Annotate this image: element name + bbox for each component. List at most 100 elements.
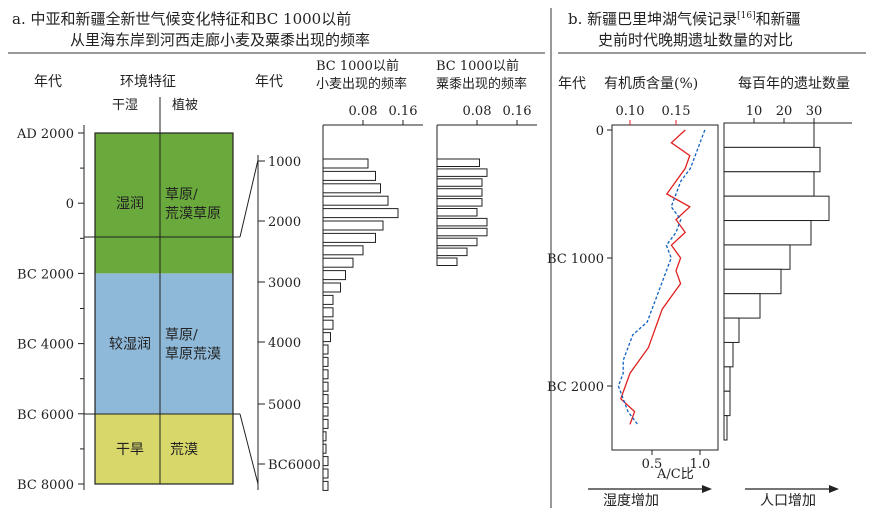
age-axis-left-label: BC 4000 [17, 338, 74, 353]
wheat-bar [322, 332, 331, 343]
env-moisture-label: 干旱 [116, 442, 144, 458]
humidity-arrow-label: 湿度增加 [603, 493, 659, 509]
sites-bar [723, 366, 731, 392]
sites-bar [723, 415, 728, 441]
sites-bar [723, 244, 791, 270]
sites-bar [723, 122, 815, 148]
millet-xtick-label: 0.16 [503, 104, 532, 119]
sites-per-century-chart: 10 20 30 [723, 104, 852, 441]
sites-bar [723, 268, 782, 295]
age-axis-2-label: 2000 [268, 215, 301, 230]
sites-xtick-label: 10 [746, 104, 763, 119]
population-arrow-label: 人口增加 [760, 493, 816, 509]
ac-xtick-label: 1.0 [690, 457, 711, 472]
age-axis-2-label: 3000 [268, 276, 301, 291]
wheat-bar [322, 270, 346, 281]
millet-frequency-chart: 0.08 0.16 [436, 104, 537, 266]
millet-bar [436, 247, 468, 257]
env-moisture-label: 较湿润 [109, 337, 151, 353]
millet-bar [436, 257, 458, 266]
barkol-frame [611, 124, 719, 451]
wheat-bar [322, 232, 376, 243]
wheat-bar [322, 356, 329, 367]
wheat-bar [322, 418, 329, 429]
age-axis-2-label: 4000 [268, 336, 301, 351]
wheat-bar [322, 158, 369, 169]
age-axis-2-label: BC6000 [268, 458, 321, 473]
wheat-bar [322, 394, 329, 405]
millet-xtick-label: 0.08 [463, 104, 492, 119]
wheat-bar [322, 319, 334, 330]
env-frame [94, 132, 234, 485]
wheat-bar [322, 282, 341, 293]
wheat-frequency-chart: 0.08 0.16 [322, 104, 423, 491]
millet-header-line1: BC 1000以前 [436, 58, 519, 74]
barkol-age-label: BC 2000 [547, 380, 604, 395]
millet-header-line2: 粟黍出现的频率 [436, 76, 527, 92]
millet-bar [436, 227, 488, 237]
wheat-bar [322, 480, 329, 491]
millet-bar [436, 237, 478, 247]
vegetation-subheader: 植被 [172, 98, 198, 113]
millet-bar [436, 198, 483, 207]
sites-bar [723, 390, 731, 417]
age-axis-left-label: BC 6000 [17, 408, 74, 423]
wheat-bar [322, 208, 399, 219]
wheat-bar [322, 307, 334, 318]
sites-bar [723, 171, 815, 197]
age-axis-left-label: 0 [66, 197, 74, 212]
millet-bar [436, 188, 483, 197]
millet-bar [436, 208, 478, 217]
barkol-toc-ac-chart: 0.10 0.15 0.5 1.0 0 BC 1000 BC 2000 [547, 104, 719, 472]
age-column-header: 年代 [34, 74, 62, 90]
wheat-bar [322, 170, 376, 181]
sites-bar [723, 195, 830, 222]
wheat-xtick-label: 0.16 [389, 104, 418, 119]
barkol-age-header: 年代 [558, 76, 586, 92]
sites-header: 每百年的遗址数量 [738, 76, 850, 92]
environment-column-header: 环境特征 [120, 74, 176, 90]
env-connector-diagonal-top [239, 159, 259, 238]
sites-bar [723, 317, 740, 343]
env-moisture-label: 湿润 [116, 196, 144, 212]
population-arrowhead [829, 485, 839, 493]
wheat-bar [322, 245, 364, 256]
age-axis-left-label: BC 2000 [17, 267, 74, 282]
humidity-arrowhead [702, 485, 712, 493]
age-axis-2-label: 1000 [268, 155, 301, 170]
age-axis-left-label: AD 2000 [16, 127, 74, 142]
wheat-bar [322, 406, 329, 417]
wheat-bar [322, 257, 354, 268]
age-axis-left-label: BC 8000 [17, 478, 74, 493]
wheat-bar [322, 468, 329, 479]
barkol-age-label: BC 1000 [547, 252, 604, 267]
wheat-header-line2: 小麦出现的频率 [316, 76, 407, 92]
age-axis-2-label: 5000 [268, 398, 301, 413]
sites-bar [723, 220, 812, 246]
barkol-age-label: 0 [596, 124, 604, 139]
wheat-bar [322, 456, 329, 467]
sites-xtick-label: 30 [806, 104, 823, 119]
env-zone-2 [95, 413, 233, 484]
env-zone-0 [95, 133, 233, 274]
ac-ratio-label: A/C比 [656, 467, 694, 482]
wheat-xtick-label: 0.08 [349, 104, 378, 119]
toc-series-line [620, 129, 691, 425]
env-zone-1 [95, 273, 233, 414]
panel-b-title-line1: b. 新疆巴里坤湖气候记录[16]和新疆 [568, 10, 801, 28]
millet-bar [436, 178, 483, 187]
millet-bar [436, 158, 480, 167]
wheat-bar [322, 369, 329, 380]
ac-xtick-label: 0.5 [642, 457, 663, 472]
wheat-bar [322, 195, 389, 206]
env-vegetation-label: 荒漠草原 [165, 206, 221, 222]
panel-b-title-line2: 史前时代晚期遗址数量的对比 [598, 31, 793, 49]
wheat-bar [322, 183, 381, 194]
wheat-bar [322, 381, 329, 392]
sites-xtick-label: 20 [776, 104, 793, 119]
env-vegetation-label: 荒漠 [170, 442, 198, 458]
age2-column-header: 年代 [255, 74, 283, 90]
wheat-bar [322, 431, 327, 442]
env-connector-diagonal-bottom [239, 413, 259, 485]
